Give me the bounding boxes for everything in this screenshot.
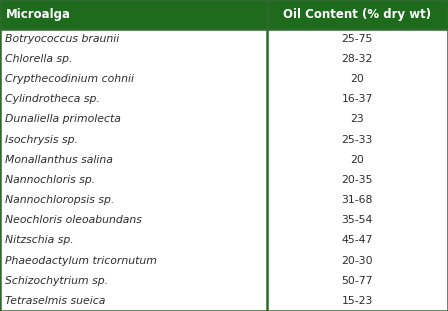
Text: Tetraselmis sueica: Tetraselmis sueica: [5, 296, 106, 306]
Text: 28-32: 28-32: [341, 54, 373, 64]
Text: Schizochytrium sp.: Schizochytrium sp.: [5, 276, 108, 286]
Text: Monallanthus salina: Monallanthus salina: [5, 155, 113, 165]
Bar: [0, 271, 448, 291]
Bar: [0, 150, 448, 170]
Text: Phaeodactylum tricornutum: Phaeodactylum tricornutum: [5, 256, 157, 266]
Text: 35-54: 35-54: [341, 215, 373, 225]
Text: Chlorella sp.: Chlorella sp.: [5, 54, 73, 64]
Bar: [0, 291, 448, 311]
Text: Dunaliella primolecta: Dunaliella primolecta: [5, 114, 121, 124]
Bar: [0, 230, 448, 250]
Text: Oil Content (% dry wt): Oil Content (% dry wt): [283, 8, 431, 21]
Text: Crypthecodinium cohnii: Crypthecodinium cohnii: [5, 74, 134, 84]
Bar: [0, 250, 448, 271]
Text: 20-35: 20-35: [341, 175, 373, 185]
Bar: [0, 29, 448, 49]
Bar: [0, 129, 448, 150]
Text: 20-30: 20-30: [341, 256, 373, 266]
Text: Nannochloris sp.: Nannochloris sp.: [5, 175, 95, 185]
Text: 25-33: 25-33: [341, 135, 373, 145]
Bar: [0, 89, 448, 109]
Bar: [0, 69, 448, 89]
Text: 20: 20: [350, 155, 364, 165]
Bar: [0, 170, 448, 190]
Text: 31-68: 31-68: [341, 195, 373, 205]
Bar: [0, 0, 448, 29]
Text: Neochloris oleoabundans: Neochloris oleoabundans: [5, 215, 142, 225]
Bar: [0, 210, 448, 230]
Bar: [0, 109, 448, 129]
Text: 20: 20: [350, 74, 364, 84]
Text: 23: 23: [350, 114, 364, 124]
Text: 25-75: 25-75: [341, 34, 373, 44]
Text: 50-77: 50-77: [341, 276, 373, 286]
Text: Nannochloropsis sp.: Nannochloropsis sp.: [5, 195, 115, 205]
Text: Nitzschia sp.: Nitzschia sp.: [5, 235, 74, 245]
Text: Isochrysis sp.: Isochrysis sp.: [5, 135, 78, 145]
Bar: [0, 49, 448, 69]
Text: Microalga: Microalga: [5, 8, 70, 21]
Text: 15-23: 15-23: [341, 296, 373, 306]
Bar: [0, 190, 448, 210]
Text: Botryococcus braunii: Botryococcus braunii: [5, 34, 120, 44]
Text: Cylindrotheca sp.: Cylindrotheca sp.: [5, 94, 100, 104]
Text: 45-47: 45-47: [341, 235, 373, 245]
Text: 16-37: 16-37: [341, 94, 373, 104]
